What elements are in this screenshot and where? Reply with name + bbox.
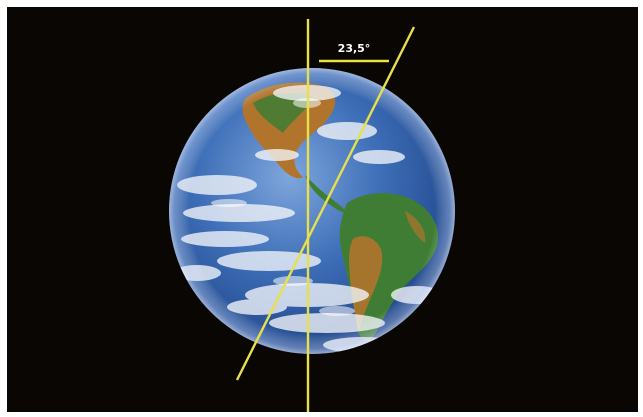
tilt-angle-label: 23,5° — [338, 42, 371, 55]
tilted-rotation-axis — [235, 26, 416, 381]
earth-globe — [169, 68, 455, 354]
space-background: 23,5° — [7, 7, 638, 412]
atmosphere-limb — [169, 68, 455, 354]
earth-axial-tilt-diagram: 23,5° — [169, 19, 455, 412]
